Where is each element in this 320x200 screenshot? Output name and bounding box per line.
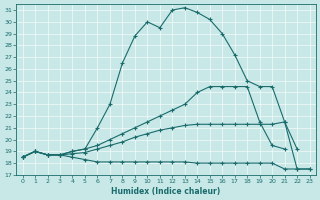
X-axis label: Humidex (Indice chaleur): Humidex (Indice chaleur)	[111, 187, 221, 196]
